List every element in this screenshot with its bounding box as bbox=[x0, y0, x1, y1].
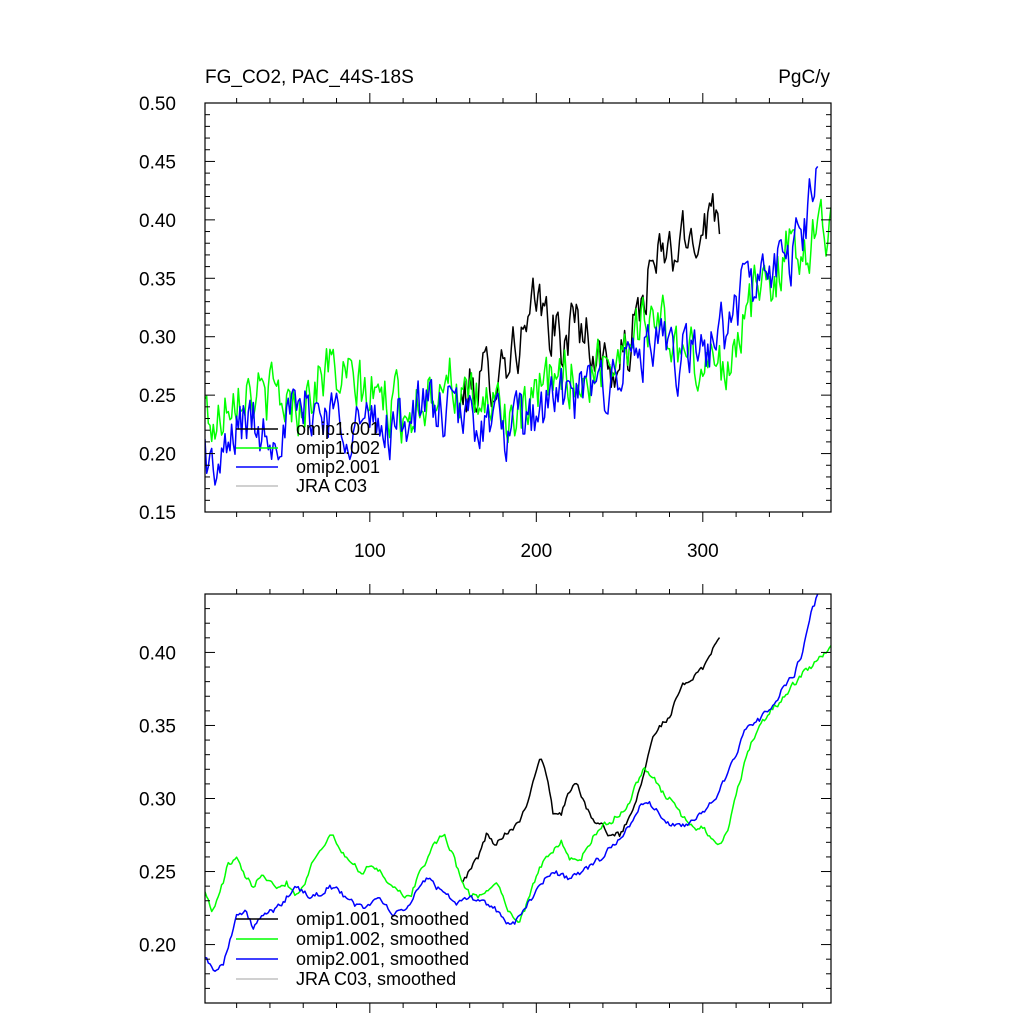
legend-entry: JRA C03, smoothed bbox=[296, 969, 456, 989]
chart-title: FG_CO2, PAC_44S-18S bbox=[205, 67, 414, 88]
y-tick-label: 0.40 bbox=[139, 643, 176, 664]
legend-entry: omip1.002, smoothed bbox=[296, 929, 469, 949]
y-tick-label: 0.20 bbox=[139, 445, 176, 466]
top-panel: 0.15 0.20 0.25 0.30 0.35 0.40 0.45 0.50 100 200 30… bbox=[139, 93, 832, 562]
series-line-omip1-002-smoothed bbox=[205, 645, 831, 923]
y-tick-label: 0.25 bbox=[139, 863, 176, 884]
series-line-omip2-001 bbox=[205, 165, 819, 486]
y-tick-label: 0.35 bbox=[139, 269, 176, 290]
legend-entry: JRA C03 bbox=[296, 476, 367, 496]
legend-entry: omip2.001 bbox=[296, 457, 380, 477]
series-line-omip1-001 bbox=[460, 193, 721, 413]
plot-frame bbox=[204, 102, 832, 513]
y-tick-label: 0.45 bbox=[139, 152, 176, 173]
x-tick-label: 300 bbox=[687, 541, 719, 562]
chart-units: PgC/y bbox=[778, 67, 830, 88]
y-tick-label: 0.20 bbox=[139, 936, 176, 957]
y-tick-label: 0.50 bbox=[139, 94, 176, 115]
x-tick-label: 100 bbox=[354, 541, 386, 562]
y-tick-label: 0.25 bbox=[139, 386, 176, 407]
y-tick-label: 0.30 bbox=[139, 328, 176, 349]
legend-entry: omip2.001, smoothed bbox=[296, 949, 469, 969]
x-tick-label: 200 bbox=[520, 541, 552, 562]
y-tick-label: 0.40 bbox=[139, 211, 176, 232]
series-line-omip2-001-smoothed bbox=[205, 594, 819, 972]
y-tick-label: 0.35 bbox=[139, 716, 176, 737]
series-line-omip1-001-smoothed bbox=[461, 637, 721, 883]
legend-entry: omip1.002 bbox=[296, 438, 380, 458]
legend-entry: omip1.001, smoothed bbox=[296, 909, 469, 929]
y-tick-label: 0.15 bbox=[139, 503, 176, 524]
y-tick-label: 0.30 bbox=[139, 790, 176, 811]
legend-entry: omip1.001 bbox=[296, 419, 380, 439]
